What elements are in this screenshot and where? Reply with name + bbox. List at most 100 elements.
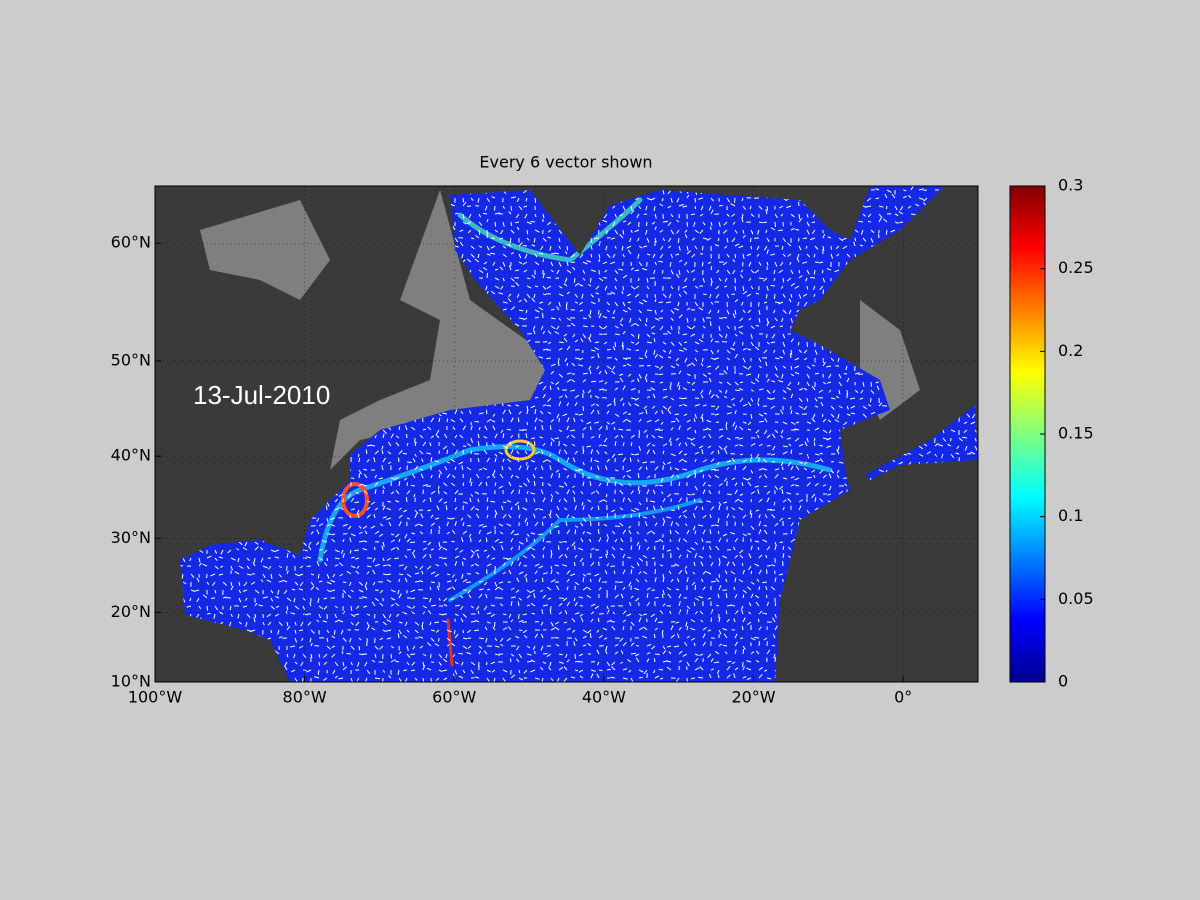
vector xyxy=(638,501,642,506)
vector xyxy=(578,653,584,657)
vector xyxy=(418,636,424,639)
vector xyxy=(524,573,528,578)
vector xyxy=(708,433,712,439)
vector xyxy=(262,573,266,579)
vector xyxy=(682,387,688,391)
vector xyxy=(494,268,499,271)
vector xyxy=(622,442,625,447)
vector xyxy=(410,653,416,655)
vector xyxy=(518,253,522,259)
vector xyxy=(619,317,624,323)
vector xyxy=(549,245,552,251)
vector xyxy=(334,661,339,667)
vector xyxy=(770,397,776,400)
vector xyxy=(356,677,360,682)
vector xyxy=(578,413,584,416)
vector xyxy=(500,643,504,647)
vector xyxy=(708,474,712,479)
vector xyxy=(579,309,584,312)
vector xyxy=(786,437,792,440)
vector xyxy=(414,523,419,527)
vector xyxy=(638,627,644,631)
vector xyxy=(764,418,768,423)
vector xyxy=(644,521,648,527)
vector xyxy=(598,634,603,639)
vector xyxy=(315,541,320,546)
vector xyxy=(710,301,714,305)
vector xyxy=(635,341,640,346)
vector xyxy=(386,517,392,520)
vector xyxy=(787,253,792,257)
vector xyxy=(746,586,752,591)
vector xyxy=(404,425,408,431)
vector xyxy=(654,540,660,543)
vector xyxy=(621,290,624,295)
vector xyxy=(542,331,546,335)
vector xyxy=(381,445,384,450)
vector xyxy=(709,293,712,299)
vector xyxy=(634,507,640,511)
vector xyxy=(638,205,642,210)
vector xyxy=(715,285,720,290)
vector xyxy=(606,421,610,425)
vector xyxy=(765,209,768,215)
vector xyxy=(742,357,746,363)
vector xyxy=(510,277,515,282)
vector xyxy=(358,483,363,487)
vector xyxy=(574,293,578,298)
vector xyxy=(732,221,736,225)
vector xyxy=(222,581,228,586)
vector xyxy=(588,337,592,343)
vector xyxy=(667,205,672,209)
vector xyxy=(676,229,680,234)
vector xyxy=(700,619,704,623)
vector xyxy=(790,282,796,287)
vector xyxy=(549,465,552,471)
vector xyxy=(638,613,643,617)
vector xyxy=(556,269,560,275)
vector xyxy=(365,581,368,586)
vector xyxy=(525,498,528,503)
vector xyxy=(622,309,628,313)
vector xyxy=(542,385,547,391)
vector xyxy=(766,205,768,211)
vector xyxy=(649,500,656,503)
vector xyxy=(774,522,779,527)
vector xyxy=(691,325,696,330)
vector xyxy=(718,204,723,207)
vector xyxy=(725,593,728,599)
vector xyxy=(683,290,688,295)
vector xyxy=(470,253,475,259)
vector xyxy=(331,538,336,543)
vector xyxy=(459,418,464,423)
vector xyxy=(657,621,664,623)
vector xyxy=(510,658,512,663)
vector xyxy=(278,636,283,639)
vector xyxy=(388,521,392,527)
vector xyxy=(406,549,411,551)
vector xyxy=(667,593,672,599)
vector xyxy=(715,578,720,583)
vector xyxy=(731,457,736,463)
vector xyxy=(515,635,520,639)
vector xyxy=(731,293,736,295)
vector xyxy=(580,338,584,343)
vector xyxy=(419,579,424,583)
vector xyxy=(662,545,665,551)
vector xyxy=(622,586,626,591)
vector xyxy=(773,501,776,506)
vector xyxy=(694,657,699,663)
vector xyxy=(478,580,483,583)
vector xyxy=(386,619,392,623)
vector xyxy=(556,325,560,330)
vector xyxy=(598,309,600,315)
vector xyxy=(278,573,282,578)
vector xyxy=(669,529,672,535)
vector xyxy=(763,474,768,479)
vector xyxy=(522,507,528,511)
vector xyxy=(692,277,696,281)
vector xyxy=(315,587,320,591)
vector xyxy=(538,356,544,359)
vector xyxy=(307,621,312,626)
